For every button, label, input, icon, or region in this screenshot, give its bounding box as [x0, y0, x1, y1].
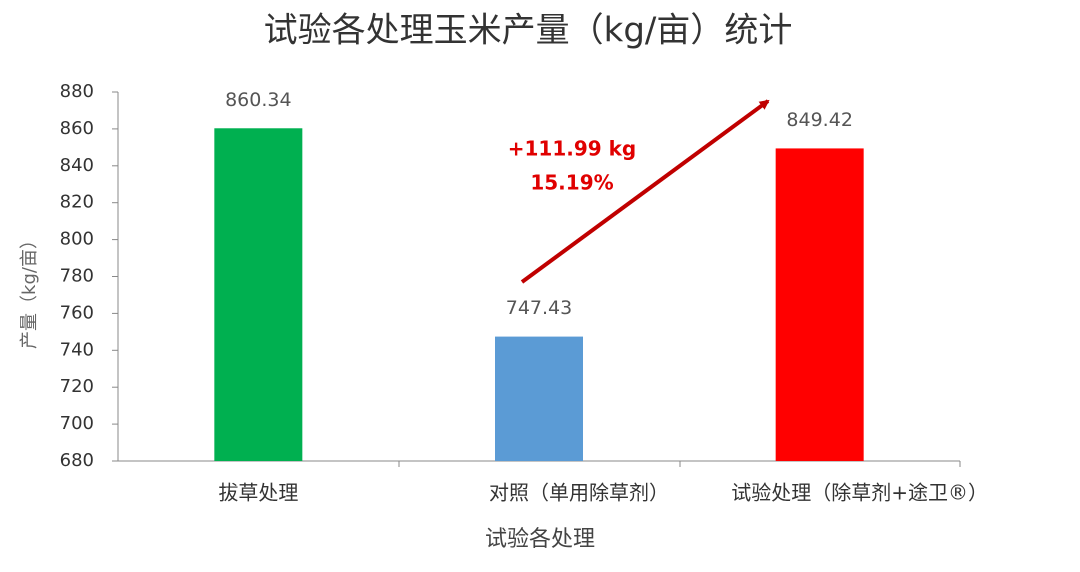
y-tick-label: 800 [60, 229, 94, 250]
y-tick-label: 740 [60, 339, 94, 360]
y-tick-label: 720 [60, 376, 94, 397]
y-tick-label: 700 [60, 413, 94, 434]
y-axis-label: 产量（kg/亩） [19, 231, 40, 349]
chart-title: 试验各处理玉米产量（kg/亩）统计 [264, 11, 793, 51]
x-tick-label: 试验处理（除草剂+途卫®） [731, 481, 988, 505]
arrow [520, 99, 770, 284]
annotation: 15.19% [530, 171, 613, 195]
x-tick-label: 拔草处理 [218, 481, 298, 505]
bar [495, 336, 583, 461]
y-tick-label: 820 [60, 192, 94, 213]
y-tick-label: 680 [60, 450, 94, 471]
annotation: +111.99 kg [508, 137, 637, 161]
y-tick-label: 780 [60, 266, 94, 287]
bar [214, 128, 303, 461]
x-axis-label: 试验各处理 [485, 527, 595, 552]
value-label: 747.43 [506, 297, 572, 319]
y-tick-label: 860 [60, 118, 94, 139]
value-label: 860.34 [225, 89, 291, 111]
y-tick-label: 880 [60, 81, 94, 102]
x-tick-label: 对照（单用除草剂） [489, 481, 669, 505]
y-tick-label: 840 [60, 155, 94, 176]
value-label: 849.42 [786, 109, 852, 131]
y-tick-label: 760 [60, 302, 94, 323]
bar [775, 148, 864, 461]
